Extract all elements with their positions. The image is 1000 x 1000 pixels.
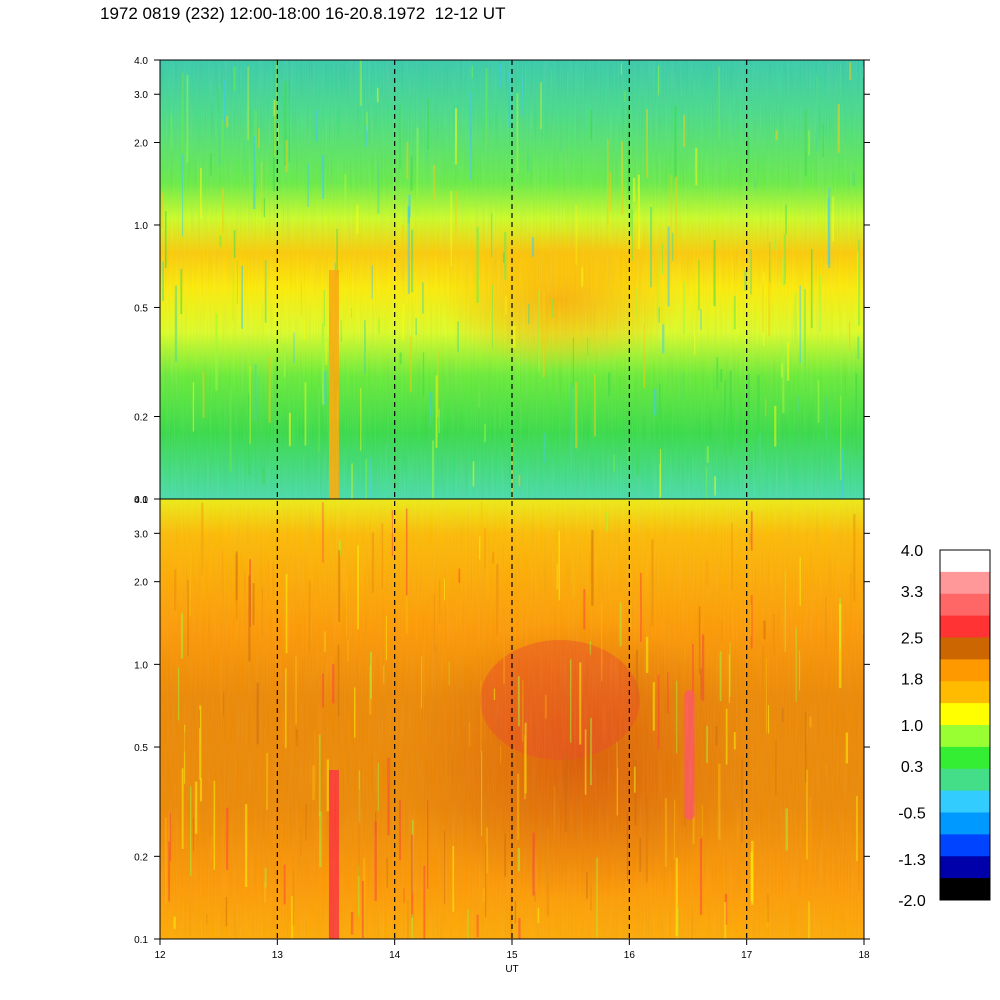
colorbar-label: 2.5 bbox=[901, 631, 923, 648]
y-tick-label: 0.2 bbox=[134, 413, 148, 424]
colorbar-swatch bbox=[940, 550, 990, 573]
y-tick-label: 0.5 bbox=[134, 303, 148, 314]
hour-grid-lines bbox=[276, 60, 748, 939]
x-axis-label: UT bbox=[505, 964, 518, 975]
colorbar-swatch bbox=[940, 878, 990, 901]
x-tick-label: 18 bbox=[858, 950, 870, 961]
colorbar-swatch bbox=[940, 856, 990, 879]
y-tick-label: 1.0 bbox=[134, 660, 148, 671]
colorbar-swatch bbox=[940, 768, 990, 792]
colorbar-swatch bbox=[940, 703, 990, 726]
x-tick-label: 12 bbox=[154, 950, 166, 961]
y-tick-label: 3.0 bbox=[134, 529, 148, 540]
colorbar-label: -2.0 bbox=[898, 893, 926, 910]
y-tick-label: 0.1 bbox=[134, 495, 148, 506]
colorbar-label: 0.3 bbox=[901, 759, 923, 776]
colorbar-swatch bbox=[940, 615, 990, 638]
colorbar-label: 1.0 bbox=[901, 718, 923, 735]
x-axis-ticks: 12 13 14 15 16 17 18 bbox=[154, 939, 870, 961]
y-tick-label: 4.0 bbox=[134, 56, 148, 67]
x-tick-label: 14 bbox=[389, 950, 401, 961]
colorbar-swatch bbox=[940, 790, 990, 813]
x-tick-label: 15 bbox=[506, 950, 518, 961]
x-tick-label: 13 bbox=[272, 950, 284, 961]
y-tick-label: 1.0 bbox=[134, 221, 148, 232]
colorbar-label: 1.8 bbox=[901, 671, 923, 688]
y-tick-label: 0.1 bbox=[134, 935, 148, 946]
y-tick-label: 4.0 bbox=[134, 495, 148, 506]
colorbar: 4.0 3.3 2.5 1.8 1.0 0.3 -0.5 -1.3 -2.0 bbox=[898, 543, 991, 910]
colorbar-label: 3.3 bbox=[901, 584, 923, 601]
y-tick-label: 2.0 bbox=[134, 578, 148, 589]
colorbar-label: 4.0 bbox=[901, 543, 923, 560]
y-tick-label: 3.0 bbox=[134, 90, 148, 101]
colorbar-swatch bbox=[940, 593, 990, 617]
colorbar-label: -0.5 bbox=[898, 806, 926, 823]
x-tick-label: 16 bbox=[624, 950, 636, 961]
colorbar-swatch bbox=[940, 812, 990, 835]
y-tick-label: 0.5 bbox=[134, 743, 148, 754]
x-tick-label: 17 bbox=[741, 950, 753, 961]
colorbar-swatch bbox=[940, 637, 990, 660]
colorbar-swatch bbox=[940, 659, 990, 682]
colorbar-swatch bbox=[940, 725, 990, 748]
colorbar-frame bbox=[939, 549, 991, 901]
colorbar-swatch bbox=[940, 834, 990, 857]
y-tick-label: 0.2 bbox=[134, 852, 148, 863]
colorbar-swatch bbox=[940, 746, 990, 770]
chart-title: 1972 0819 (232) 12:00-18:00 16-20.8.1972… bbox=[100, 4, 506, 23]
y-axis-ticks: 4.03.02.01.00.50.20.14.03.02.01.00.50.20… bbox=[134, 56, 870, 946]
colorbar-swatch bbox=[940, 571, 990, 595]
colorbar-label: -1.3 bbox=[898, 852, 926, 869]
y-tick-label: 2.0 bbox=[134, 138, 148, 149]
colorbar-swatch bbox=[940, 681, 990, 704]
